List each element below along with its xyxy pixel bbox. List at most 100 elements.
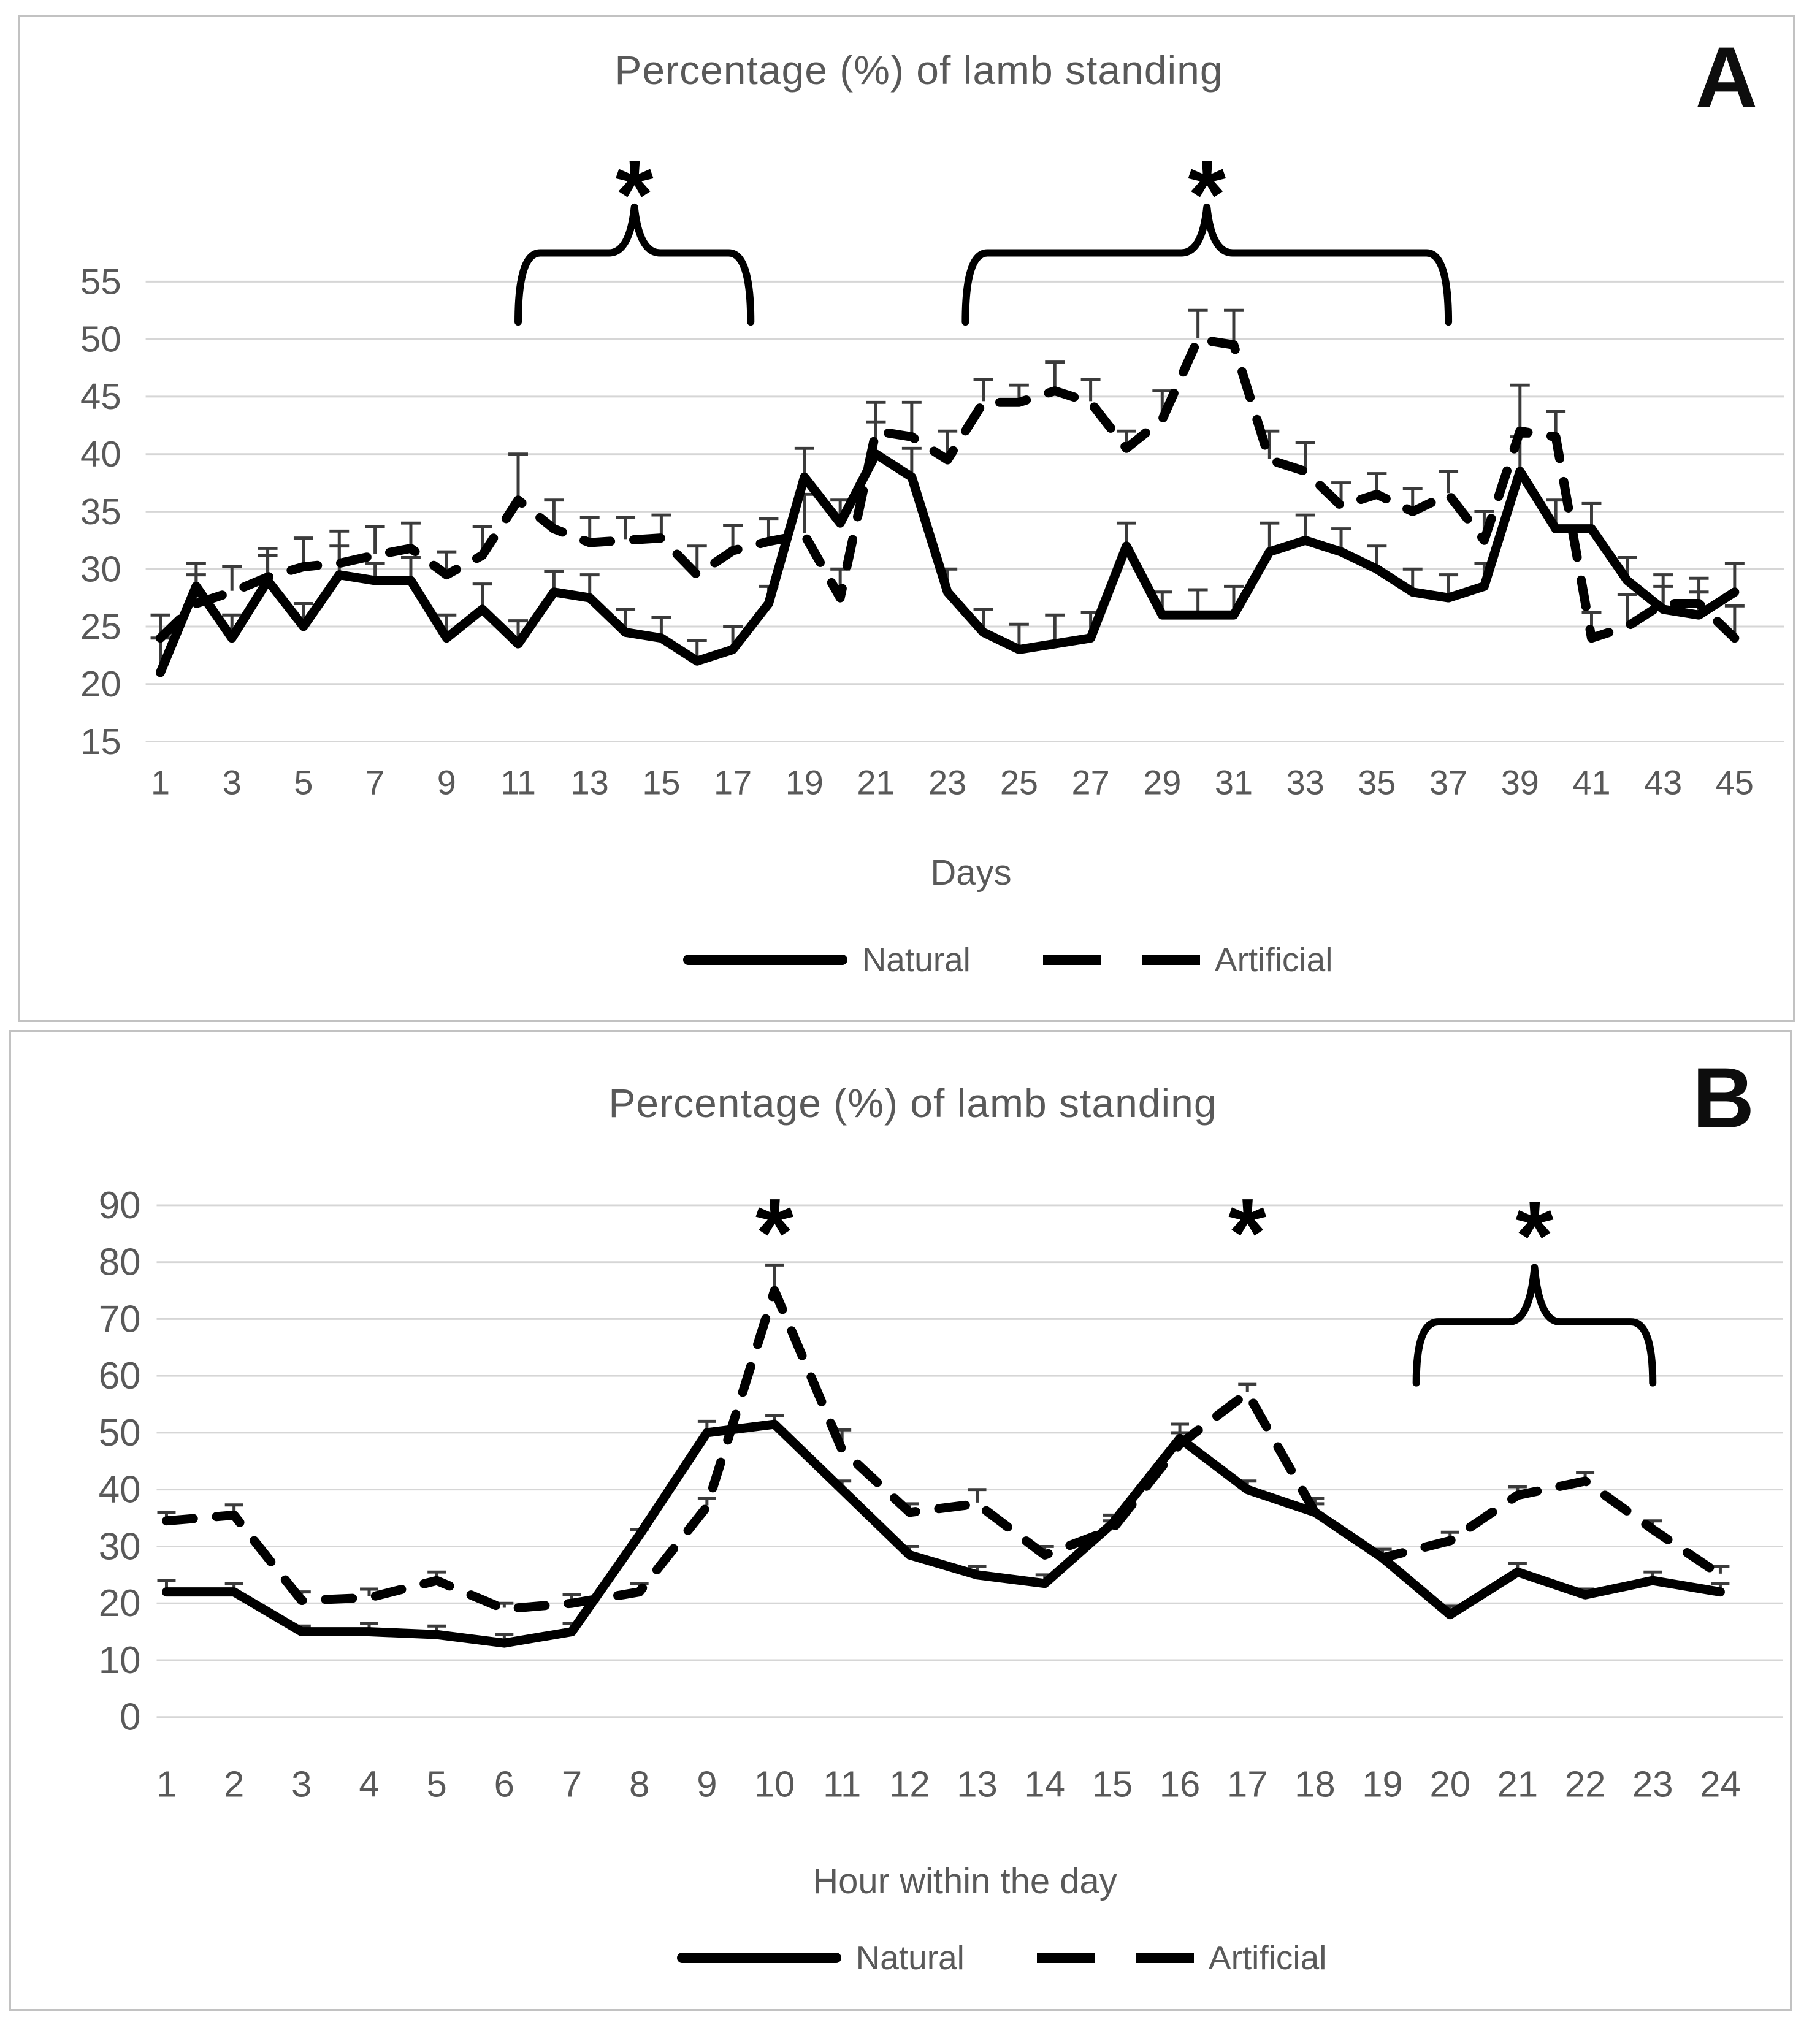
x-tick-label: 15 (642, 763, 680, 801)
x-tick-label: 19 (786, 763, 824, 801)
x-tick-label: 21 (857, 763, 895, 801)
y-tick-label: 15 (80, 721, 121, 762)
significance-brace (514, 203, 755, 326)
legend-label-artificial: Artificial (1208, 1939, 1327, 1977)
legend-dashed-line-swatch (1036, 1952, 1194, 1963)
y-tick-label: 70 (99, 1298, 141, 1340)
x-tick-label: 21 (1497, 1763, 1539, 1804)
legend-item-artificial: Artificial (1036, 1938, 1327, 1977)
x-tick-label: 27 (1072, 763, 1110, 801)
x-tick-label: 12 (889, 1763, 930, 1804)
x-tick-label: 9 (697, 1763, 717, 1804)
y-tick-label: 50 (80, 319, 121, 360)
y-tick-label: 40 (80, 433, 121, 475)
x-tick-label: 5 (427, 1763, 447, 1804)
significance-asterisk: * (1188, 140, 1226, 249)
x-tick-label: 2 (224, 1763, 244, 1804)
x-tick-label: 17 (1227, 1763, 1268, 1804)
y-tick-label: 25 (80, 606, 121, 647)
y-tick-label: 20 (80, 663, 121, 704)
legend-item-natural: Natural (682, 940, 971, 979)
x-tick-label: 6 (494, 1763, 514, 1804)
x-tick-label: 35 (1358, 763, 1396, 801)
chart-title: Percentage (%) of lamb standing (608, 1080, 1217, 1126)
significance-asterisk: * (1228, 1178, 1266, 1287)
legend-label-natural: Natural (862, 940, 971, 978)
legend-item-natural: Natural (676, 1938, 965, 1977)
x-tick-label: 16 (1160, 1763, 1201, 1804)
x-tick-label: 7 (562, 1763, 582, 1804)
x-tick-label: 11 (823, 1763, 861, 1804)
legend-solid-line-swatch (682, 954, 847, 965)
y-tick-label: 55 (80, 261, 121, 302)
legend: Natural Artificial (11, 1938, 1790, 1977)
significance-brace (1412, 1264, 1657, 1387)
x-tick-label: 45 (1716, 763, 1754, 801)
x-tick-label: 20 (1429, 1763, 1470, 1804)
significance-asterisk: * (1515, 1181, 1553, 1291)
x-tick-label: 13 (571, 763, 609, 801)
panel-letter-a: A (1695, 29, 1757, 125)
x-tick-label: 25 (1000, 763, 1038, 801)
x-tick-label: 18 (1294, 1763, 1336, 1804)
y-tick-label: 30 (80, 549, 121, 590)
x-axis-label: Hour within the day (812, 1861, 1117, 1901)
y-tick-label: 35 (80, 491, 121, 532)
y-tick-label: 50 (99, 1412, 141, 1454)
x-tick-label: 17 (714, 763, 752, 801)
x-tick-label: 8 (629, 1763, 649, 1804)
y-tick-label: 10 (99, 1639, 141, 1682)
x-tick-label: 3 (223, 763, 242, 801)
x-tick-label: 9 (437, 763, 456, 801)
significance-asterisk: * (616, 140, 654, 249)
x-tick-label: 29 (1143, 763, 1181, 801)
x-tick-label: 24 (1700, 1763, 1741, 1804)
x-tick-label: 1 (156, 1763, 177, 1804)
x-tick-label: 33 (1286, 763, 1325, 801)
x-tick-label: 19 (1362, 1763, 1403, 1804)
series-line-natural (156, 449, 1740, 677)
y-tick-label: 60 (99, 1355, 141, 1397)
x-tick-label: 3 (291, 1763, 312, 1804)
y-tick-label: 90 (99, 1184, 141, 1227)
x-tick-label: 10 (754, 1763, 795, 1804)
significance-asterisk: * (755, 1178, 793, 1287)
x-tick-label: 41 (1572, 763, 1610, 801)
series-line-artificial (161, 1286, 1725, 1614)
legend: Natural Artificial (20, 940, 1793, 979)
x-tick-label: 31 (1215, 763, 1253, 801)
legend-item-artificial: Artificial (1042, 940, 1333, 979)
y-tick-label: 80 (99, 1241, 141, 1284)
series-line-natural (161, 1419, 1725, 1648)
x-tick-label: 39 (1501, 763, 1539, 801)
x-tick-label: 22 (1565, 1763, 1606, 1804)
y-tick-label: 0 (120, 1696, 140, 1739)
x-tick-label: 11 (500, 763, 536, 801)
x-tick-label: 13 (957, 1763, 998, 1804)
y-tick-label: 30 (99, 1525, 141, 1568)
x-tick-label: 5 (294, 763, 313, 801)
x-tick-label: 4 (359, 1763, 379, 1804)
chart-title: Percentage (%) of lamb standing (614, 47, 1223, 93)
x-tick-label: 23 (928, 763, 966, 801)
x-tick-label: 43 (1644, 763, 1682, 801)
series-line-artificial (156, 334, 1740, 643)
legend-solid-line-swatch (676, 1952, 841, 1963)
y-tick-label: 45 (80, 376, 121, 417)
y-tick-label: 40 (99, 1469, 141, 1511)
panel-a: Percentage (%) of lamb standing A 15 20 25… (18, 15, 1795, 1022)
x-axis-label: Days (930, 853, 1012, 893)
x-tick-label: 1 (151, 763, 170, 801)
panel-b: Percentage (%) of lamb standing B 0 10 20 3… (9, 1030, 1792, 2011)
x-tick-label: 37 (1429, 763, 1467, 801)
legend-label-natural: Natural (855, 1939, 965, 1977)
significance-brace (961, 203, 1453, 326)
x-tick-label: 14 (1024, 1763, 1065, 1804)
x-tick-label: 23 (1632, 1763, 1673, 1804)
panel-letter-b: B (1692, 1050, 1754, 1146)
legend-label-artificial: Artificial (1214, 940, 1333, 978)
legend-dashed-line-swatch (1042, 954, 1200, 965)
x-tick-label: 15 (1092, 1763, 1133, 1804)
